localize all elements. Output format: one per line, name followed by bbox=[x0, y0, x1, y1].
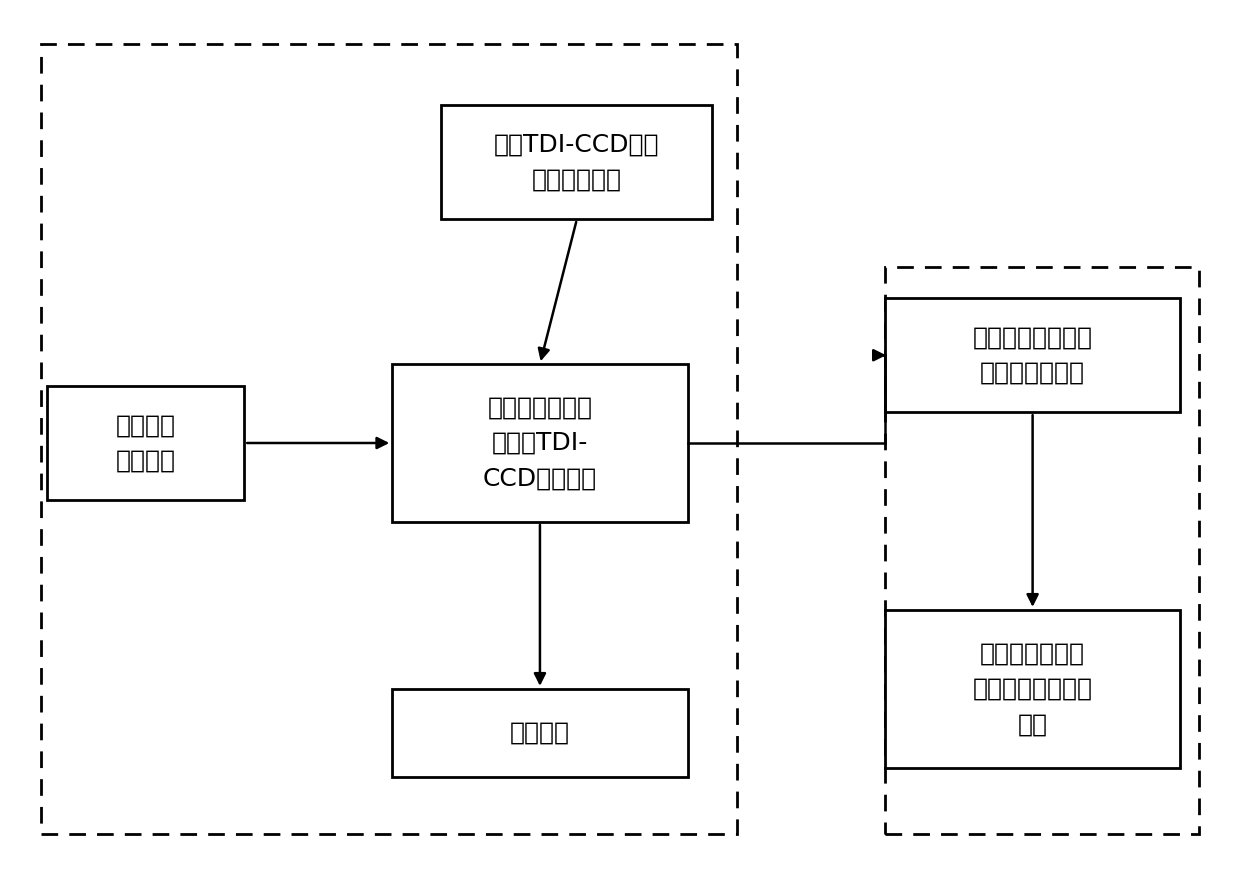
Text: 含饱和串扰侧斑
效应的TDI-
CCD相机模型: 含饱和串扰侧斑 效应的TDI- CCD相机模型 bbox=[482, 396, 596, 490]
Bar bbox=[392, 364, 688, 522]
Bar bbox=[41, 43, 737, 834]
Text: 分析系统仿真输
出，寻找最佳干扰
条件: 分析系统仿真输 出，寻找最佳干扰 条件 bbox=[972, 641, 1092, 736]
Bar bbox=[392, 688, 688, 776]
Bar bbox=[885, 610, 1180, 768]
Bar bbox=[47, 386, 244, 500]
Text: 饱和串扰
侧斑效应: 饱和串扰 侧斑效应 bbox=[115, 413, 176, 473]
Bar bbox=[885, 299, 1180, 412]
Bar bbox=[885, 268, 1199, 834]
Text: 选定相机参数，调
整激光入射条件: 选定相机参数，调 整激光入射条件 bbox=[972, 325, 1092, 385]
Text: 量化输出: 量化输出 bbox=[510, 720, 570, 744]
Bar bbox=[441, 105, 712, 219]
Text: 建立TDI-CCD相机
光学系统模型: 建立TDI-CCD相机 光学系统模型 bbox=[495, 132, 660, 192]
